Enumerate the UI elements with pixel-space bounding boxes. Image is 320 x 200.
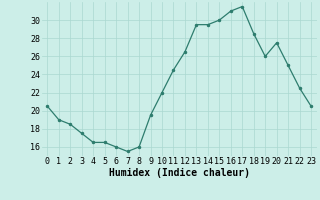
X-axis label: Humidex (Indice chaleur): Humidex (Indice chaleur): [109, 168, 250, 178]
